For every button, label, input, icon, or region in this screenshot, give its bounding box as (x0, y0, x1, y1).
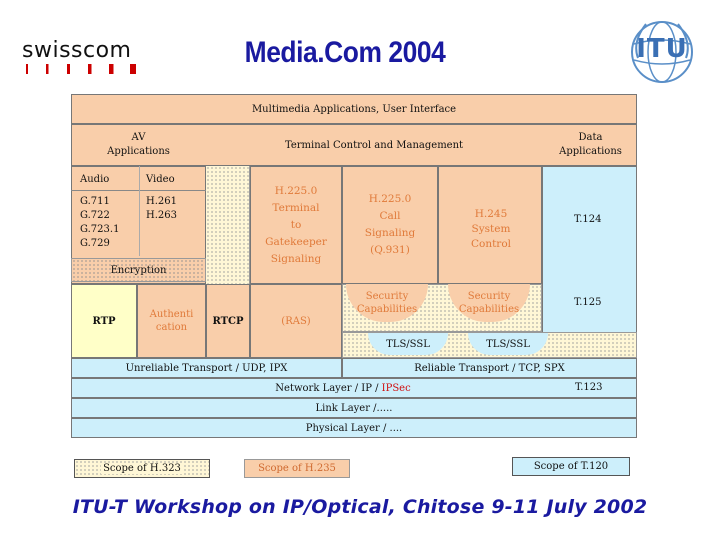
swisscom-logo-text: swisscom (22, 38, 132, 63)
divider (71, 190, 206, 191)
page-title: Media.Com 2004 (244, 36, 446, 69)
security-capabilities-2-label: Security Capabilities (458, 291, 520, 315)
scope-t120-legend: Scope of T.120 (512, 457, 630, 476)
terminal-control-box (71, 124, 637, 166)
ras-label: (RAS) (281, 315, 311, 327)
itu-logo: ITU (624, 14, 700, 90)
h2250-gatekeeper-label: H.225.0 Terminal to Gatekeeper Signaling (265, 184, 327, 265)
globe-icon (631, 21, 693, 83)
ras-box: (RAS) (250, 284, 342, 358)
rtp-label: RTP (92, 315, 116, 327)
encryption-label: Encryption (110, 264, 167, 276)
h245-label: H.245 System Control (470, 207, 512, 250)
video-codecs: H.261 H.263 (146, 196, 177, 221)
tcp-transport-label: Reliable Transport / TCP, SPX (414, 362, 565, 374)
rtcp-box: RTCP (206, 284, 250, 358)
t120-column (542, 166, 637, 358)
data-applications-label: Data Applications (559, 132, 622, 157)
security-capabilities-2: Security Capabilities (448, 284, 530, 322)
scope-t120-label: Scope of T.120 (533, 461, 609, 472)
h2250-gatekeeper-box: H.225.0 Terminal to Gatekeeper Signaling (250, 166, 342, 284)
audio-heading: Audio (80, 174, 110, 185)
network-layer-box: Network Layer / IP / IPSec T.123 (71, 378, 637, 398)
authentication-label: Authenti cation (149, 309, 194, 333)
divider (139, 166, 140, 256)
multimedia-applications-box: Multimedia Applications, User Interface (71, 94, 637, 124)
security-capabilities-1: Security Capabilities (346, 284, 428, 322)
link-layer-label: Link Layer /..... (315, 402, 393, 414)
physical-layer-label: Physical Layer / .... (305, 422, 403, 434)
audio-codecs: G.711 G.722 G.723.1 G.729 (80, 196, 120, 249)
tls-ssl-2: TLS/SSL (468, 333, 548, 355)
udp-transport-label: Unreliable Transport / UDP, IPX (125, 362, 288, 374)
network-layer-text: Network Layer / IP / IPSec (72, 379, 614, 397)
t123-label: T.123 (575, 382, 603, 393)
scope-h235-label: Scope of H.235 (258, 463, 336, 474)
h2250-call-box: H.225.0 Call Signaling (Q.931) (342, 166, 438, 284)
security-capabilities-1-label: Security Capabilities (356, 291, 418, 315)
tls-ssl-1-label: TLS/SSL (386, 338, 430, 350)
tls-ssl-1: TLS/SSL (368, 333, 448, 355)
t125-label: T.125 (574, 297, 602, 308)
ipsec-label: IPSec (381, 382, 411, 394)
av-applications-label: AV Applications (107, 132, 170, 157)
authentication-box: Authenti cation (137, 284, 206, 358)
network-layer-label: Network Layer / IP / (275, 382, 382, 394)
scope-h235-legend: Scope of H.235 (244, 459, 350, 478)
multimedia-label: Multimedia Applications, User Interface (251, 103, 457, 115)
scope-h323-label: Scope of H.323 (101, 463, 183, 474)
swisscom-bars-icon (26, 64, 136, 74)
tcp-transport-box: Reliable Transport / TCP, SPX (342, 358, 637, 378)
encryption-box: Encryption (71, 258, 206, 282)
itu-logo-text: ITU (636, 34, 688, 64)
physical-layer-box: Physical Layer / .... (71, 418, 637, 438)
h2250-call-label: H.225.0 Call Signaling (Q.931) (364, 193, 416, 256)
footer-title: ITU-T Workshop on IP/Optical, Chitose 9-… (72, 496, 648, 518)
rtcp-label: RTCP (212, 315, 244, 327)
h245-box: H.245 System Control (438, 166, 542, 284)
link-layer-box: Link Layer /..... (71, 398, 637, 418)
video-heading: Video (146, 174, 175, 185)
tls-ssl-2-label: TLS/SSL (486, 338, 530, 350)
swisscom-logo: swisscom (22, 38, 152, 80)
rtp-box: RTP (71, 284, 137, 358)
scope-h323-legend: Scope of H.323 (74, 459, 210, 478)
terminal-control-label: Terminal Control and Management (284, 139, 464, 151)
t124-label: T.124 (574, 214, 602, 225)
udp-transport-box: Unreliable Transport / UDP, IPX (71, 358, 342, 378)
